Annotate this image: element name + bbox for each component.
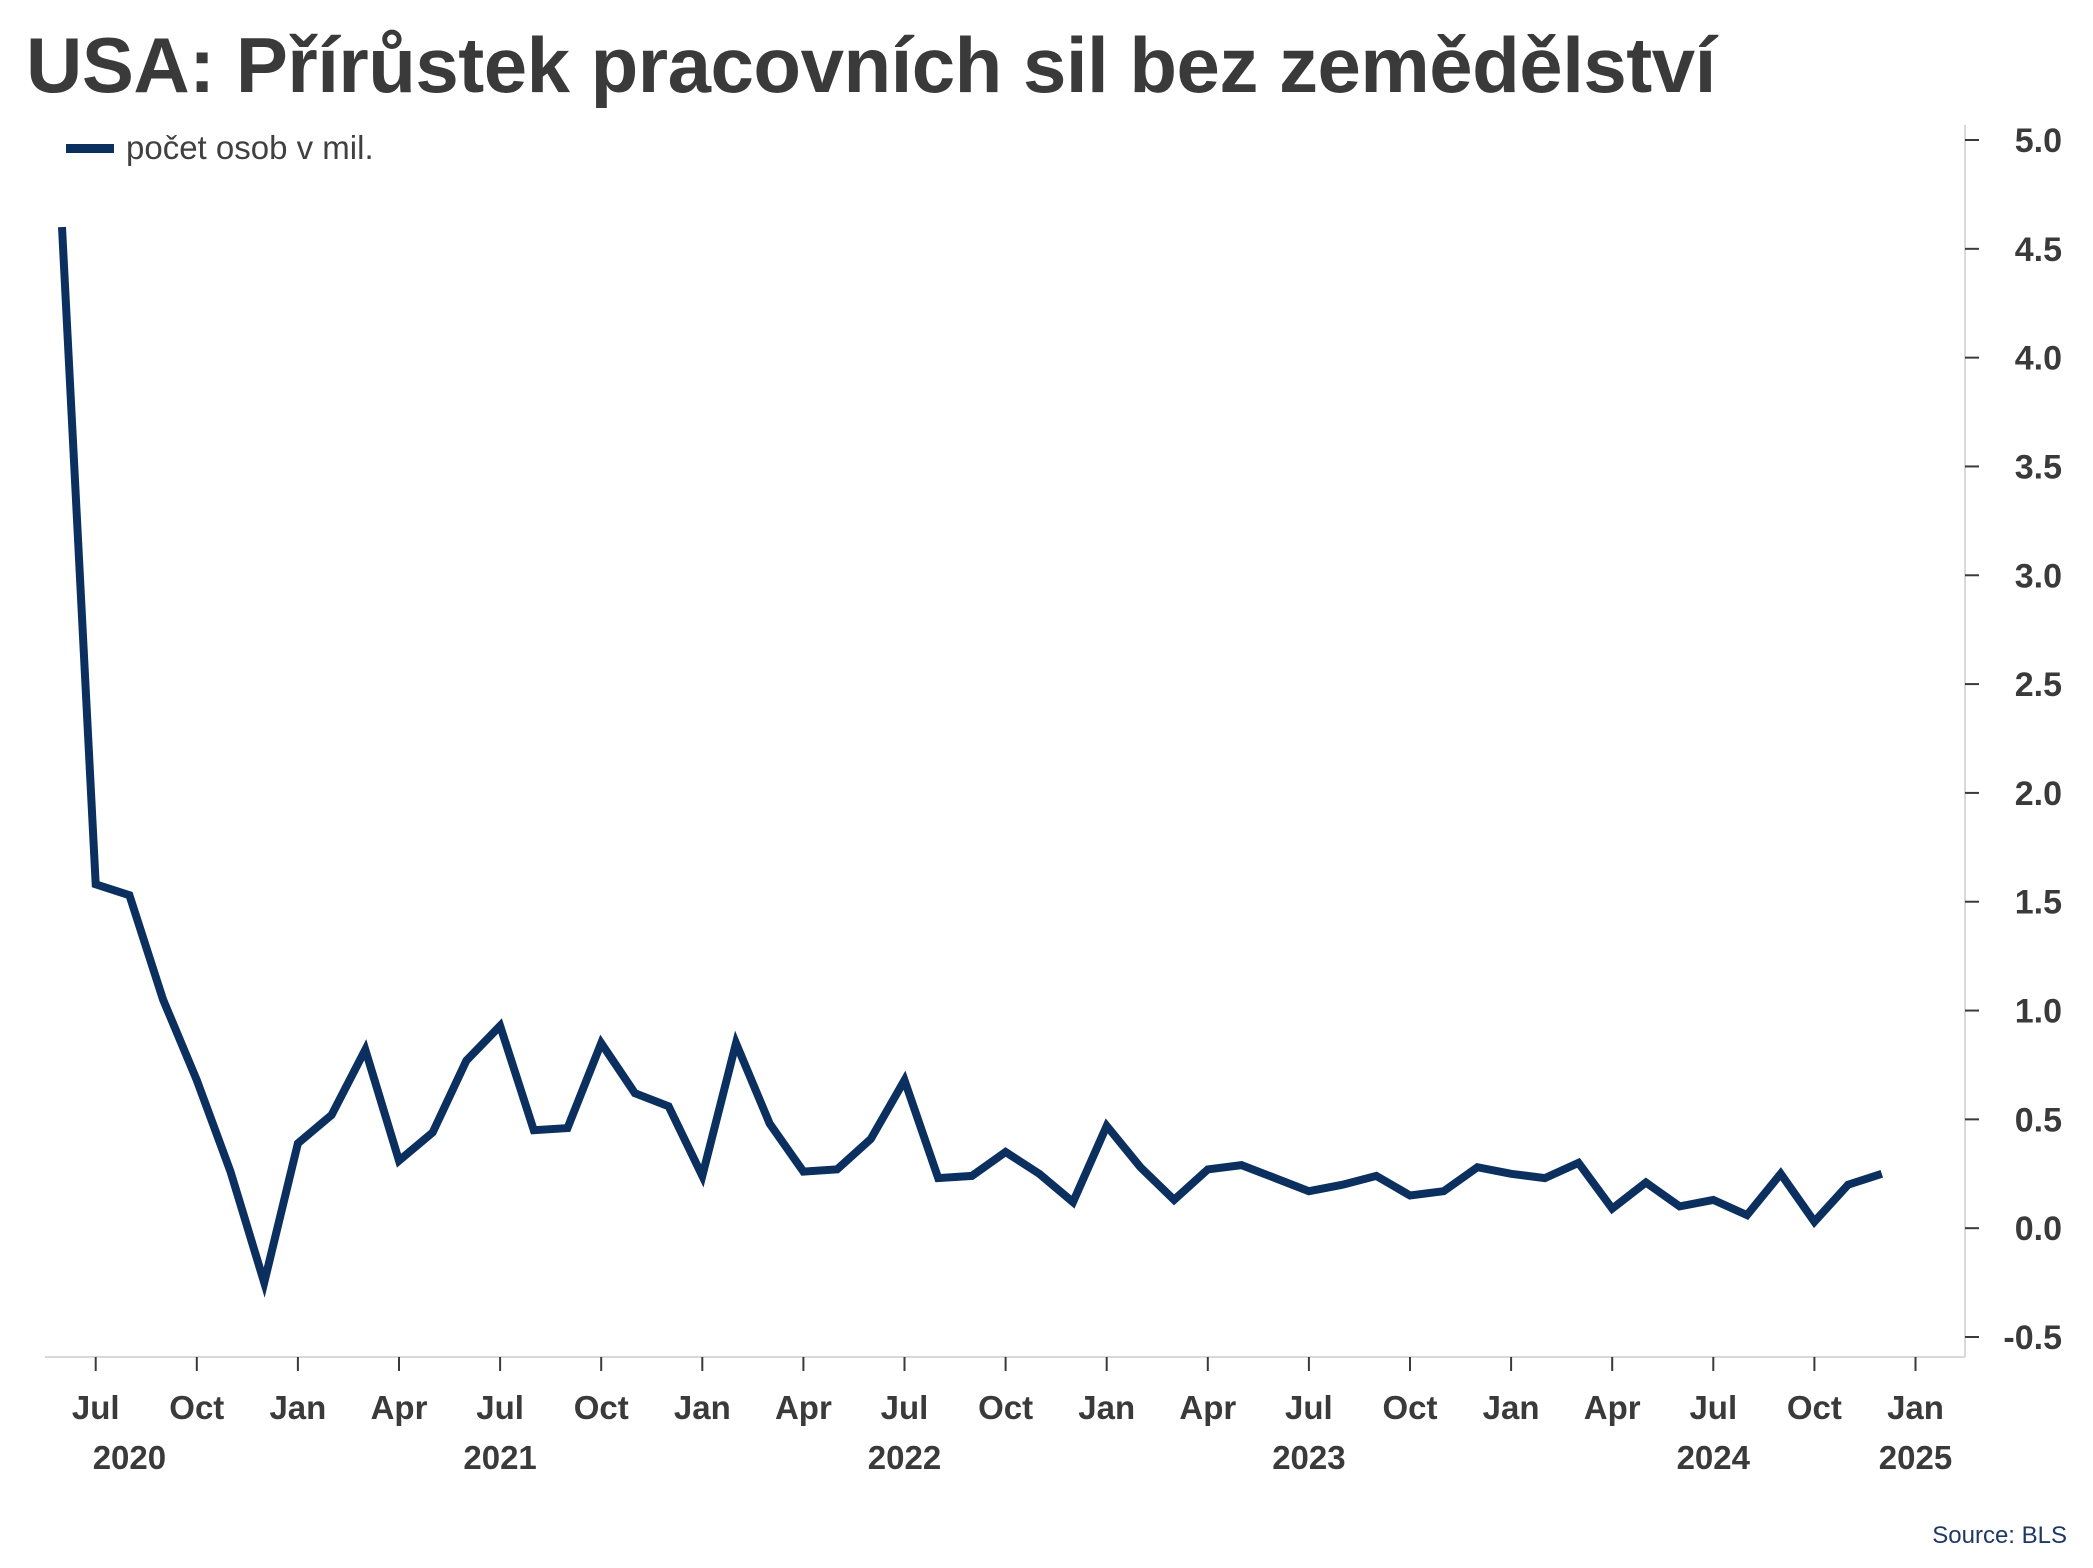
- x-tick-label: Jul: [72, 1389, 120, 1426]
- chart-title: USA: Přírůstek pracovních sil bez zemědě…: [26, 21, 1716, 109]
- x-tick-label: Jan: [1483, 1389, 1540, 1426]
- axes: 5.0 4.5 4.0 3.5 3.0 2.5 2.0 1.5 1.0 0.5 0.0 -0.5 Jul…: [45, 122, 2062, 1476]
- series-line: [58, 226, 1884, 1298]
- y-tick-label: 4.5: [2015, 231, 2062, 269]
- x-tick-label: Apr: [1584, 1389, 1641, 1426]
- legend: počet osob v mil.: [66, 128, 374, 168]
- x-year-label: 2022: [868, 1439, 941, 1476]
- y-tick-label: -0.5: [2003, 1319, 2062, 1357]
- x-tick-label: Apr: [1179, 1389, 1236, 1426]
- y-tick-label: 2.5: [2015, 666, 2062, 704]
- x-year-label: 2021: [463, 1439, 536, 1476]
- x-year-label: 2020: [93, 1439, 166, 1476]
- x-tick-label: Oct: [574, 1389, 629, 1426]
- series-group: [58, 226, 1884, 1298]
- x-tick-label: Oct: [1382, 1389, 1437, 1426]
- x-tick-label: Jul: [1689, 1389, 1737, 1426]
- y-tick-label: 4.0: [2015, 340, 2062, 378]
- x-tick-label: Jul: [1285, 1389, 1333, 1426]
- y-tick-label: 5.0: [2015, 122, 2062, 160]
- x-tick-label: Oct: [1787, 1389, 1842, 1426]
- x-tick-label: Jan: [269, 1389, 326, 1426]
- x-tick-label: Oct: [978, 1389, 1033, 1426]
- x-year-label: 2024: [1677, 1439, 1751, 1476]
- y-tick-label: 1.0: [2015, 993, 2062, 1031]
- y-tick-label: 3.0: [2015, 557, 2062, 595]
- y-tick-label: 3.5: [2015, 448, 2062, 486]
- legend-line-swatch: [66, 143, 114, 153]
- source-note: Source: BLS: [1932, 1522, 2067, 1549]
- x-tick-label: Jan: [1078, 1389, 1135, 1426]
- x-tick-label: Apr: [775, 1389, 832, 1426]
- y-tick-label: 0.0: [2015, 1210, 2062, 1248]
- y-tick-label: 1.5: [2015, 884, 2062, 922]
- x-tick-label: Oct: [169, 1389, 224, 1426]
- x-year-label: 2025: [1879, 1439, 1952, 1476]
- x-tick-label: Apr: [371, 1389, 428, 1426]
- x-tick-label: Jan: [1887, 1389, 1944, 1426]
- x-tick-label: Jan: [674, 1389, 731, 1426]
- x-year-label: 2023: [1272, 1439, 1345, 1476]
- legend-label: počet osob v mil.: [126, 129, 374, 166]
- y-tick-label: 2.0: [2015, 775, 2062, 813]
- x-tick-label: Jul: [476, 1389, 524, 1426]
- x-tick-label: Jul: [881, 1389, 929, 1426]
- y-tick-label: 0.5: [2015, 1101, 2062, 1139]
